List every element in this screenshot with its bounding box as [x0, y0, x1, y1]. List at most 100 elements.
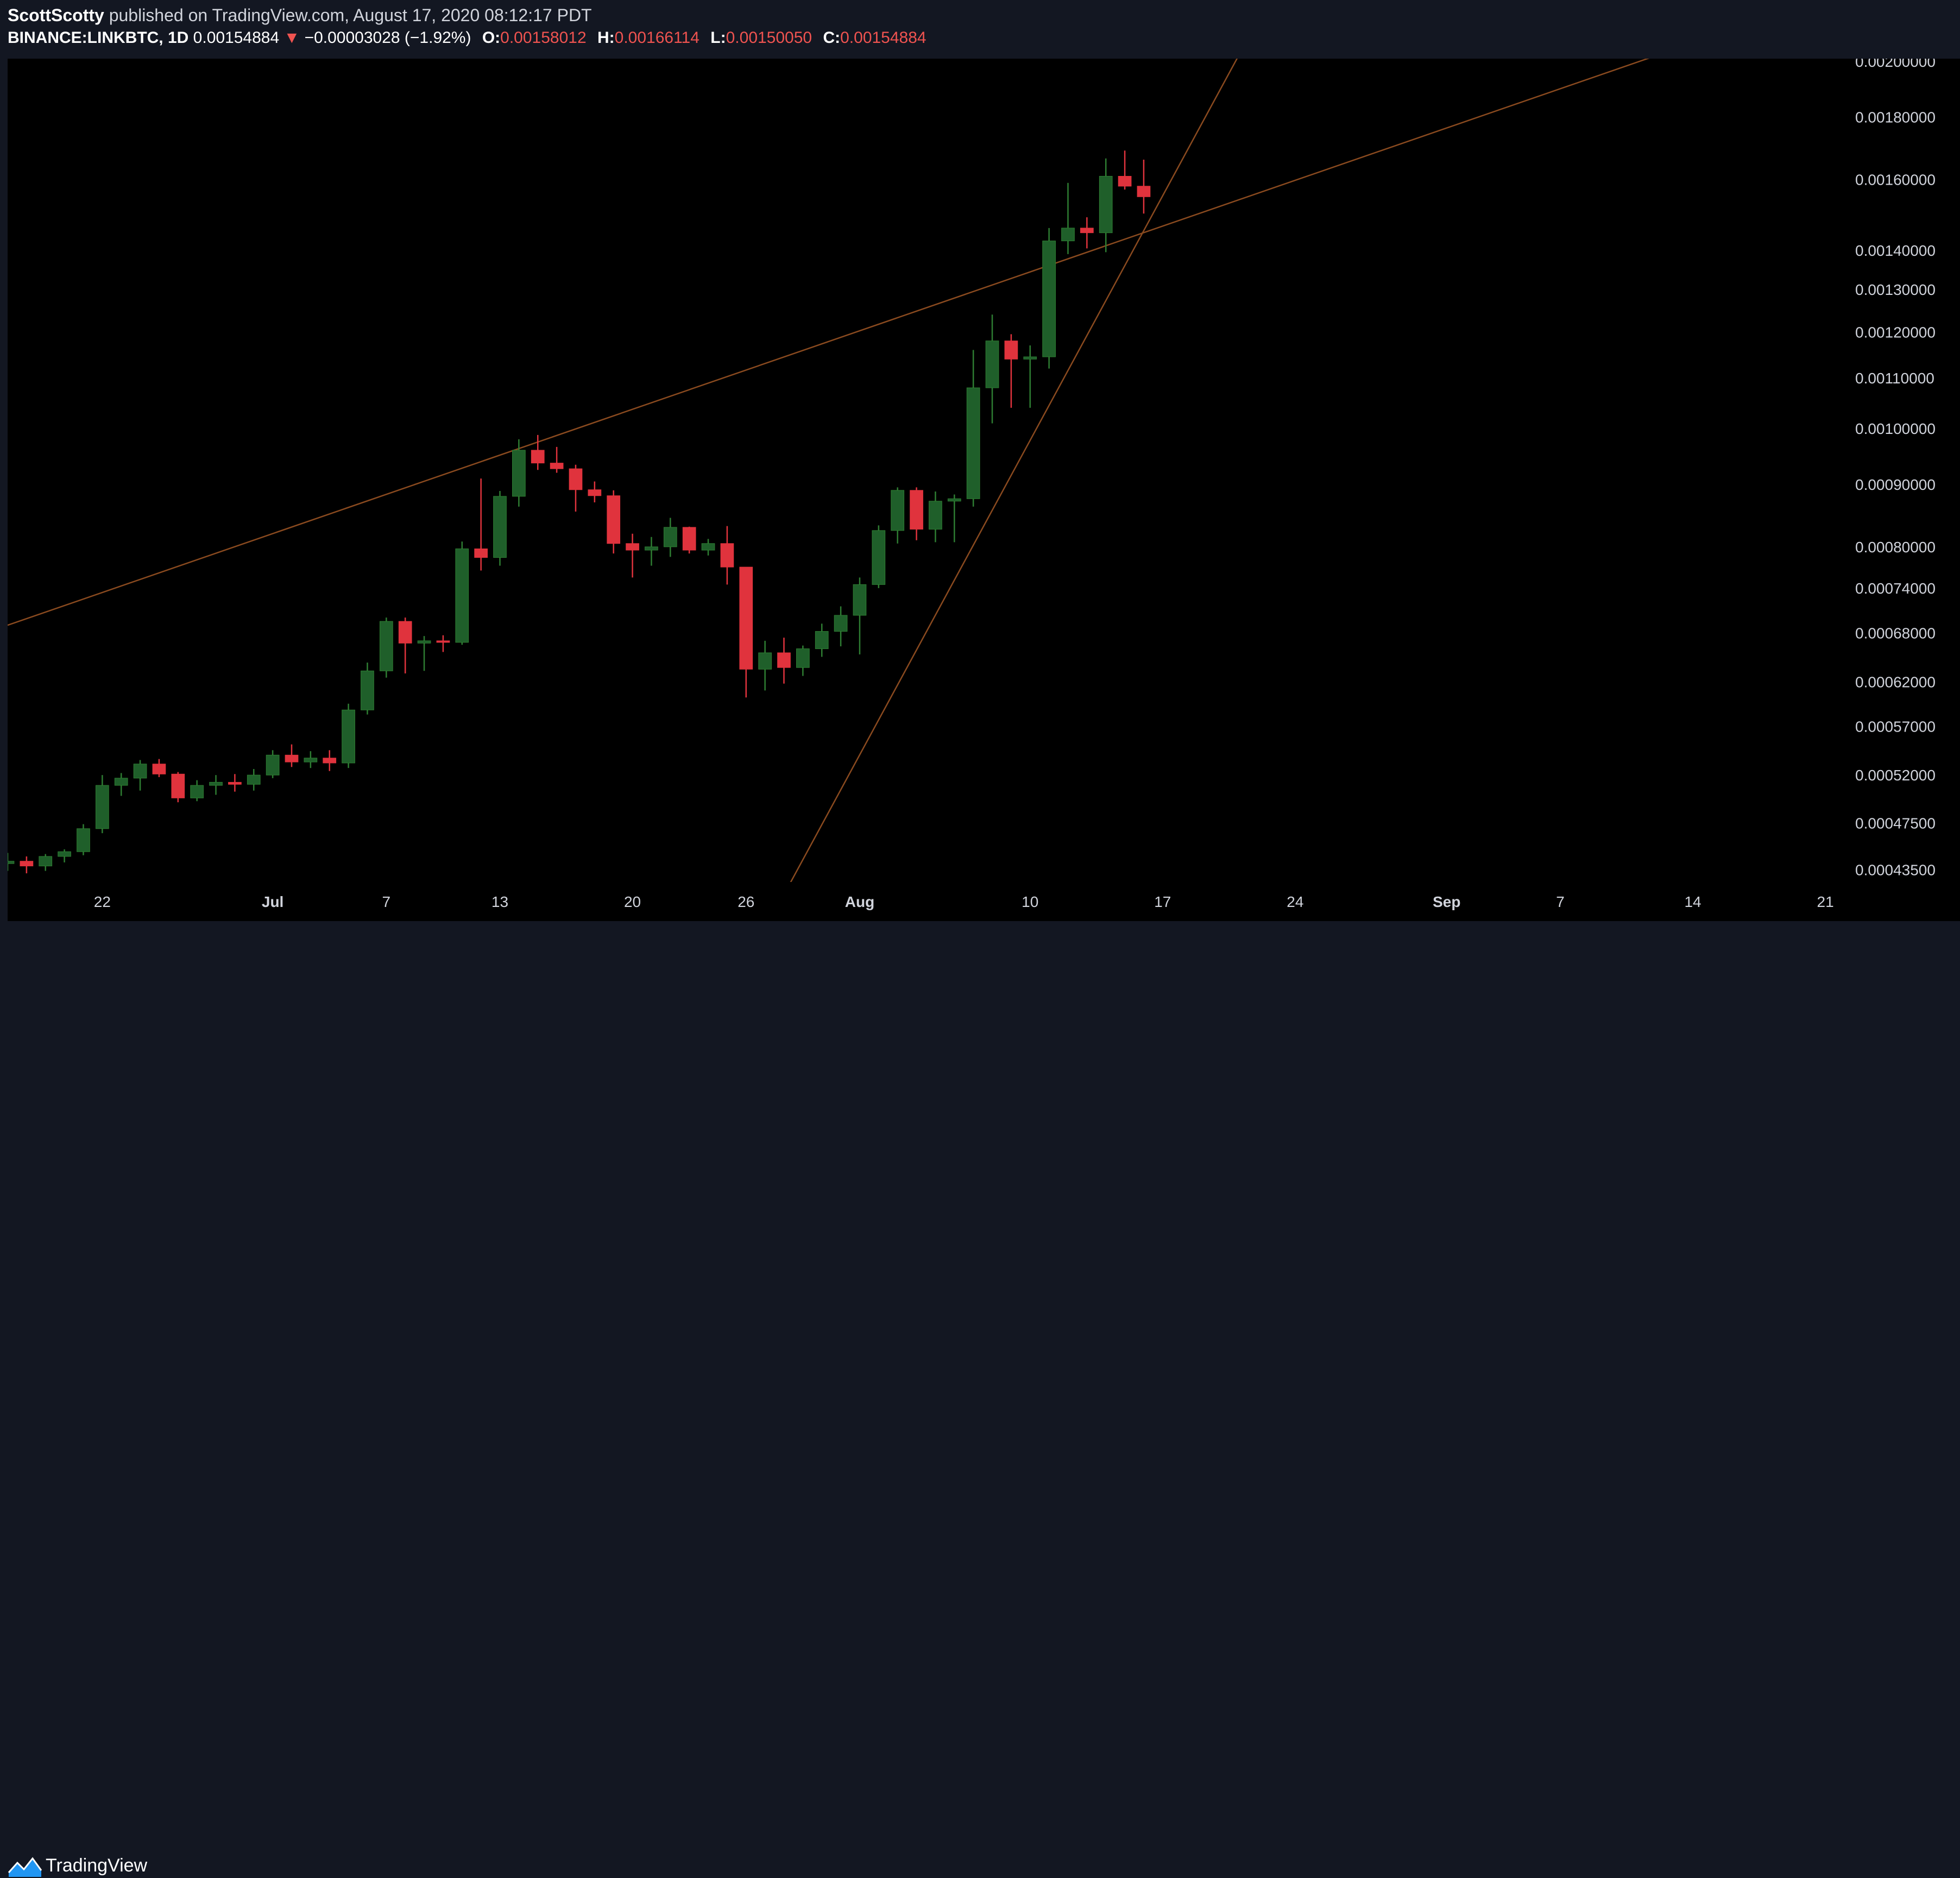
high-label: H:	[597, 29, 615, 47]
price-tick-label: 0.00057000	[1855, 719, 1936, 735]
price-axis[interactable]: 0.00200000 0.00180000 0.00160000 0.00140000…	[1844, 53, 1960, 921]
candle[interactable]	[474, 478, 488, 571]
candle[interactable]	[834, 606, 848, 647]
candle[interactable]	[39, 854, 53, 871]
open-value: 0.00158012	[500, 29, 587, 47]
trendline-support[interactable]	[783, 55, 1239, 895]
candle[interactable]	[1042, 228, 1056, 369]
candle[interactable]	[607, 490, 621, 554]
candle[interactable]	[701, 539, 715, 556]
time-tick-label: 26	[738, 893, 754, 910]
price-tick-label: 0.00160000	[1855, 172, 1936, 188]
candle-body	[872, 530, 886, 585]
candle[interactable]	[77, 824, 90, 855]
candle[interactable]	[872, 525, 886, 588]
symbol-label[interactable]: BINANCE:LINKBTC, 1D	[8, 29, 189, 47]
price-tick-label: 0.00090000	[1855, 476, 1936, 493]
candles	[1, 150, 1151, 874]
candle[interactable]	[379, 617, 393, 678]
price-tick-label: 0.00180000	[1855, 109, 1936, 126]
close-label: C:	[823, 29, 841, 47]
candle[interactable]	[58, 849, 71, 862]
candle[interactable]	[645, 537, 658, 566]
candle[interactable]	[493, 490, 507, 566]
candle[interactable]	[626, 533, 639, 578]
candle[interactable]	[1137, 159, 1151, 214]
candle[interactable]	[512, 439, 526, 507]
candle-body	[1099, 176, 1113, 234]
candle[interactable]	[95, 775, 109, 834]
candle-body	[228, 782, 242, 785]
time-scale[interactable]: 22 Jul 7 13 20 26 Aug 10 17 24 Sep 7 14 21	[8, 882, 1844, 921]
candle[interactable]	[1, 853, 15, 871]
candle[interactable]	[1080, 217, 1094, 249]
time-tick-label: Aug	[845, 893, 874, 910]
candle-body	[379, 621, 393, 671]
author-name[interactable]: ScottScotty	[8, 5, 104, 25]
candle[interactable]	[758, 640, 772, 691]
candle[interactable]	[947, 494, 961, 543]
candle[interactable]	[304, 751, 318, 768]
last-price: 0.00154884	[193, 29, 280, 47]
candle[interactable]	[455, 541, 469, 645]
candle[interactable]	[853, 577, 867, 654]
candle-body	[1080, 228, 1094, 234]
down-arrow-icon: ▼	[283, 29, 300, 47]
candle-body	[342, 709, 355, 764]
candle-body	[361, 670, 374, 710]
tradingview-logo-icon[interactable]	[8, 1854, 42, 1878]
candlestick-chart[interactable]	[1, 55, 1844, 895]
candle-body	[626, 543, 639, 551]
chart-pane[interactable]	[1, 55, 1844, 921]
candle[interactable]	[361, 663, 374, 715]
candle[interactable]	[966, 350, 980, 507]
candle[interactable]	[891, 487, 905, 544]
candle[interactable]	[228, 774, 242, 792]
candle[interactable]	[1099, 158, 1113, 253]
price-scale[interactable]: 0.00200000 0.00180000 0.00160000 0.00140000…	[1844, 53, 1960, 882]
candle-body	[114, 778, 128, 786]
candle[interactable]	[342, 703, 355, 768]
candle[interactable]	[398, 617, 412, 673]
candle[interactable]	[815, 623, 829, 657]
candle[interactable]	[417, 636, 431, 671]
candle-body	[531, 450, 545, 464]
candle-body	[493, 496, 507, 558]
candle[interactable]	[663, 518, 677, 557]
candle[interactable]	[171, 772, 185, 803]
candle[interactable]	[985, 314, 999, 424]
candle[interactable]	[569, 464, 583, 512]
candle[interactable]	[323, 750, 337, 771]
candle[interactable]	[20, 856, 34, 874]
candle[interactable]	[209, 775, 223, 795]
candle[interactable]	[133, 760, 147, 791]
candle[interactable]	[777, 638, 791, 684]
candle[interactable]	[247, 768, 261, 791]
candle[interactable]	[929, 491, 942, 543]
candle-body	[323, 758, 337, 764]
candle[interactable]	[190, 780, 204, 802]
candle[interactable]	[550, 446, 564, 473]
candle[interactable]	[1118, 150, 1132, 190]
candle[interactable]	[1061, 182, 1075, 254]
time-tick-label: 7	[1556, 893, 1565, 910]
candle-body	[682, 527, 696, 551]
candle[interactable]	[739, 566, 753, 698]
time-axis[interactable]: 22 Jul 7 13 20 26 Aug 10 17 24 Sep 7 14 21	[8, 882, 1844, 921]
tradingview-brand[interactable]: TradingView	[46, 1855, 148, 1876]
candle[interactable]	[114, 773, 128, 796]
candle[interactable]	[720, 526, 734, 585]
candle[interactable]	[436, 635, 450, 652]
candle[interactable]	[1004, 334, 1018, 408]
candle[interactable]	[285, 744, 299, 767]
candle[interactable]	[910, 487, 923, 540]
candle[interactable]	[152, 759, 166, 777]
candle[interactable]	[682, 526, 696, 554]
candle[interactable]	[1023, 345, 1037, 408]
candle[interactable]	[588, 481, 602, 503]
open-label: O:	[482, 29, 501, 47]
candle[interactable]	[796, 645, 810, 676]
candle[interactable]	[531, 434, 545, 470]
candle[interactable]	[266, 750, 280, 778]
trendline-resistance[interactable]	[7, 55, 1655, 626]
